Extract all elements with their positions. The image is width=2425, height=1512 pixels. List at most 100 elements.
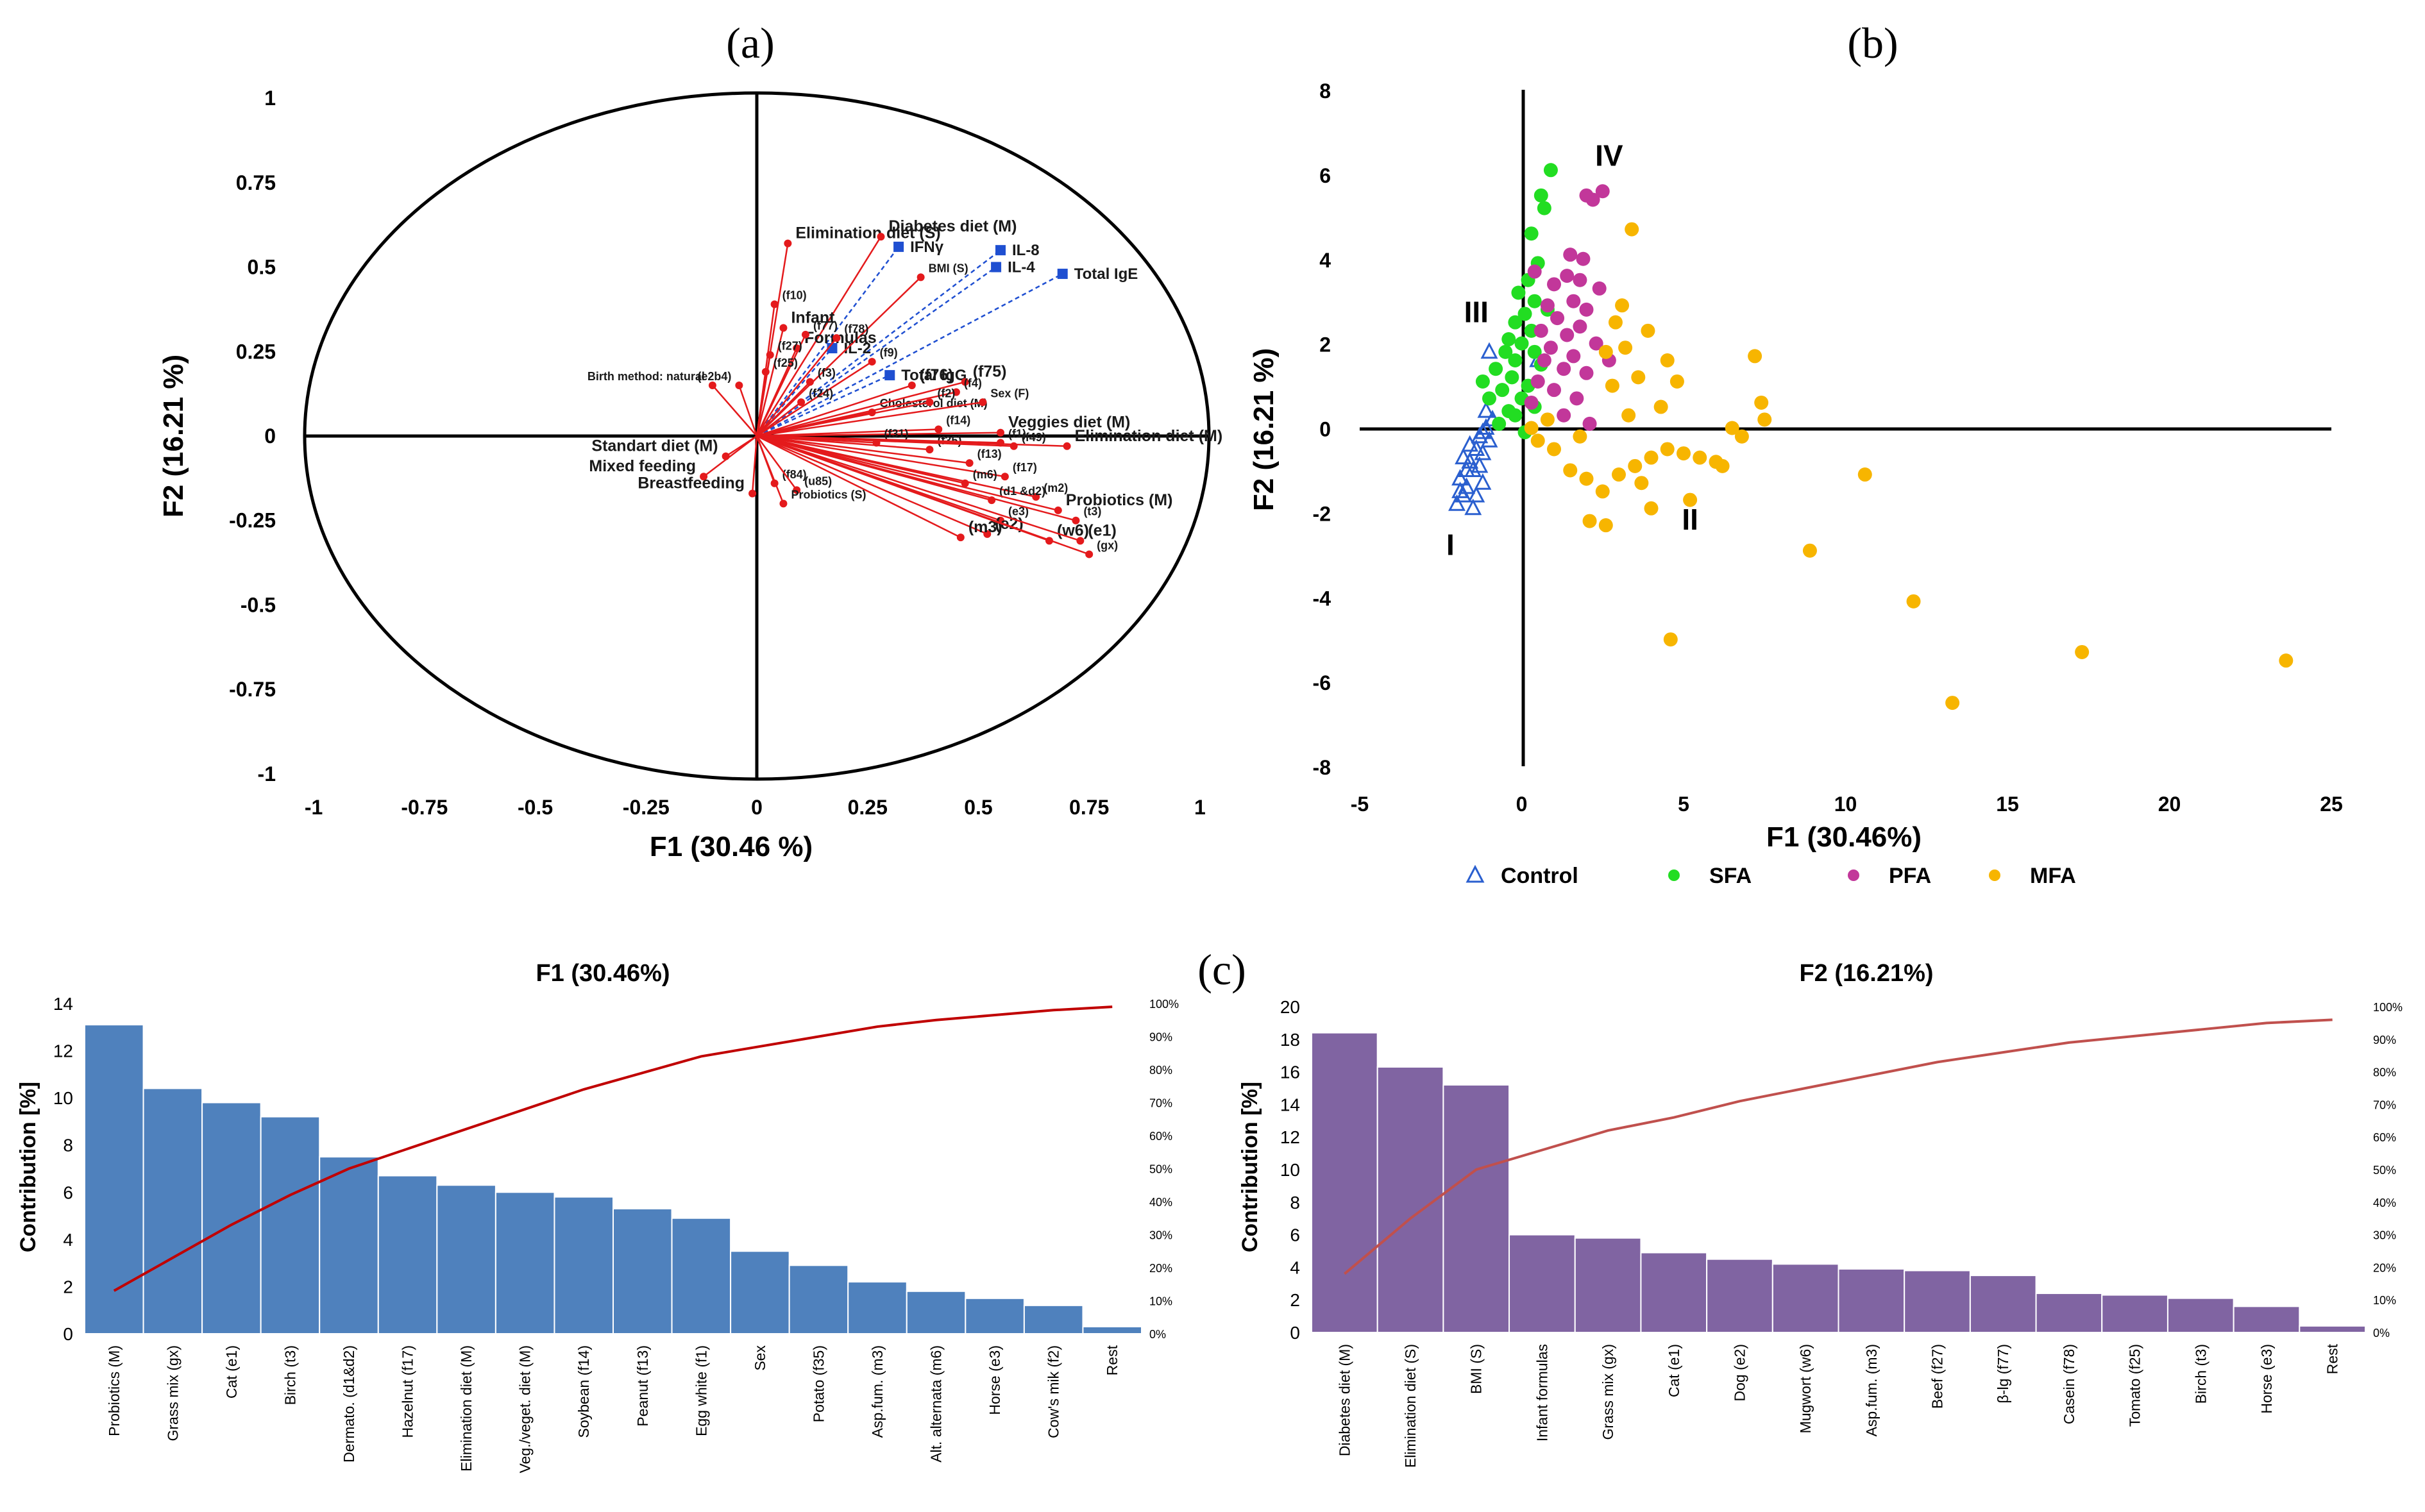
y-tick-label: -4 <box>1313 587 1331 610</box>
mfa-point <box>1563 463 1578 478</box>
active-label: (f14) <box>946 414 970 426</box>
control-point <box>1461 435 1479 452</box>
active-marker <box>956 533 965 542</box>
contribution-bar <box>2167 1297 2235 1334</box>
active-marker <box>917 273 925 281</box>
panel-c2-bars <box>1311 1032 2366 1334</box>
y-tick-label: 4 <box>1290 1257 1300 1277</box>
group-label: IV <box>1595 139 1623 172</box>
active-vector <box>756 435 961 539</box>
category-label: Hazelnut (f17) <box>400 1345 416 1438</box>
active-label: (f24) <box>809 387 833 399</box>
mfa-point <box>1595 484 1610 499</box>
y2-tick-label: 90% <box>1149 1031 1172 1044</box>
active-marker <box>925 446 934 454</box>
mfa-point <box>1754 395 1769 410</box>
active-vector <box>756 391 957 437</box>
pfa-point <box>1566 349 1581 364</box>
category-label: Grass mix (gx) <box>164 1345 181 1441</box>
pfa-point <box>1524 395 1539 410</box>
active-vector <box>756 435 784 504</box>
x-tick-label: 1 <box>1194 796 1206 819</box>
panel-a-x-title: F1 (30.46 %) <box>650 831 813 862</box>
active-vector <box>756 334 807 437</box>
active-label: (f9) <box>880 346 898 359</box>
group-label: II <box>1682 503 1698 536</box>
y-tick-label: 8 <box>1290 1193 1300 1213</box>
active-marker <box>735 381 743 389</box>
category-label: Tomato (f25) <box>2127 1344 2143 1427</box>
y-tick-label: 4 <box>1319 249 1331 272</box>
active-label: (e2b4) <box>697 370 731 383</box>
category-label: Horse (e3) <box>2258 1344 2275 1414</box>
panel-a-y-ticks: 1 0.75 0.5 0.25 0 -0.25 -0.5 -0.75 -1 <box>229 87 276 785</box>
active-vector <box>756 401 983 437</box>
contribution-bar <box>788 1264 849 1334</box>
pfa-point <box>1585 192 1600 207</box>
active-vector <box>756 435 1036 498</box>
active-label: (f75) <box>973 363 1007 381</box>
active-marker <box>766 351 774 359</box>
pfa-point <box>1589 336 1603 351</box>
y-tick-label: 12 <box>53 1041 73 1061</box>
active-label: (f31) <box>884 428 909 441</box>
panel-c2-cumulative <box>1344 1018 2333 1275</box>
active-marker <box>832 334 841 342</box>
pfa-point <box>1550 311 1565 326</box>
y-tick-label: 8 <box>63 1136 73 1155</box>
y2-tick-label: 60% <box>2373 1131 2396 1144</box>
category-label: Casein (f78) <box>2061 1344 2077 1424</box>
y2-tick-label: 100% <box>1149 998 1179 1011</box>
active-marker <box>908 381 916 389</box>
category-label: Mugwort (w6) <box>1797 1344 1814 1433</box>
y2-tick-label: 50% <box>2373 1164 2396 1177</box>
contribution-bar <box>847 1281 908 1334</box>
pfa-point <box>1566 294 1581 308</box>
mfa-point <box>1906 594 1921 609</box>
y-tick-label: -0.25 <box>229 509 276 532</box>
panel-b-legend: Control SFA PFA MFA <box>1466 864 2076 888</box>
contribution-bar <box>377 1175 438 1335</box>
active-label: (f77) <box>813 319 838 332</box>
sfa-point <box>1511 285 1526 300</box>
active-vector <box>756 337 838 437</box>
y2-tick-label: 70% <box>2373 1098 2396 1111</box>
active-label: (f76) <box>920 366 954 384</box>
mfa-point <box>1625 222 1639 237</box>
pfa-point <box>1579 302 1594 317</box>
pfa-point <box>1560 269 1575 283</box>
mfa-point <box>1757 412 1772 427</box>
active-label: (f13) <box>977 448 1002 460</box>
x-tick-label: 0 <box>751 796 763 819</box>
panel-a-x-ticks: -1 -0.75 -0.5 -0.25 0 0.25 0.5 0.75 1 <box>305 796 1206 819</box>
y-tick-label: 0 <box>1319 418 1331 441</box>
y-tick-label: 6 <box>1290 1225 1300 1245</box>
active-label: Probiotics (M) <box>1066 491 1173 509</box>
y-tick-label: 2 <box>1319 333 1331 357</box>
y2-tick-label: 80% <box>2373 1066 2396 1079</box>
panel-c1-cumulative <box>113 1005 1113 1292</box>
active-label: (f1) <box>1008 428 1026 441</box>
active-marker <box>925 398 934 407</box>
active-label: (f2) <box>937 387 955 399</box>
sfa-point <box>1524 226 1539 241</box>
y-tick-label: 6 <box>1319 164 1331 187</box>
contribution-bar <box>1442 1084 1510 1334</box>
mfa-point <box>1693 450 1707 465</box>
panel-b-x-title: F1 (30.46%) <box>1766 821 1922 853</box>
active-marker <box>748 489 757 498</box>
panel-c1-y-title: Contribution [%] <box>16 1082 40 1252</box>
y-tick-label: 14 <box>53 994 73 1014</box>
active-vector <box>756 328 784 437</box>
sfa-point <box>1517 307 1532 321</box>
y2-tick-label: 90% <box>2373 1034 2396 1046</box>
x-tick-label: -0.25 <box>623 796 670 819</box>
active-vector <box>756 236 882 437</box>
active-vector <box>756 435 970 464</box>
category-label: Cow's mik (f2) <box>1045 1345 1062 1438</box>
pfa-point <box>1582 416 1597 431</box>
supplementary-marker <box>991 262 1002 273</box>
supplementary-marker <box>893 241 904 252</box>
sfa-point <box>1498 344 1513 359</box>
active-label: (e3) <box>1008 505 1029 518</box>
